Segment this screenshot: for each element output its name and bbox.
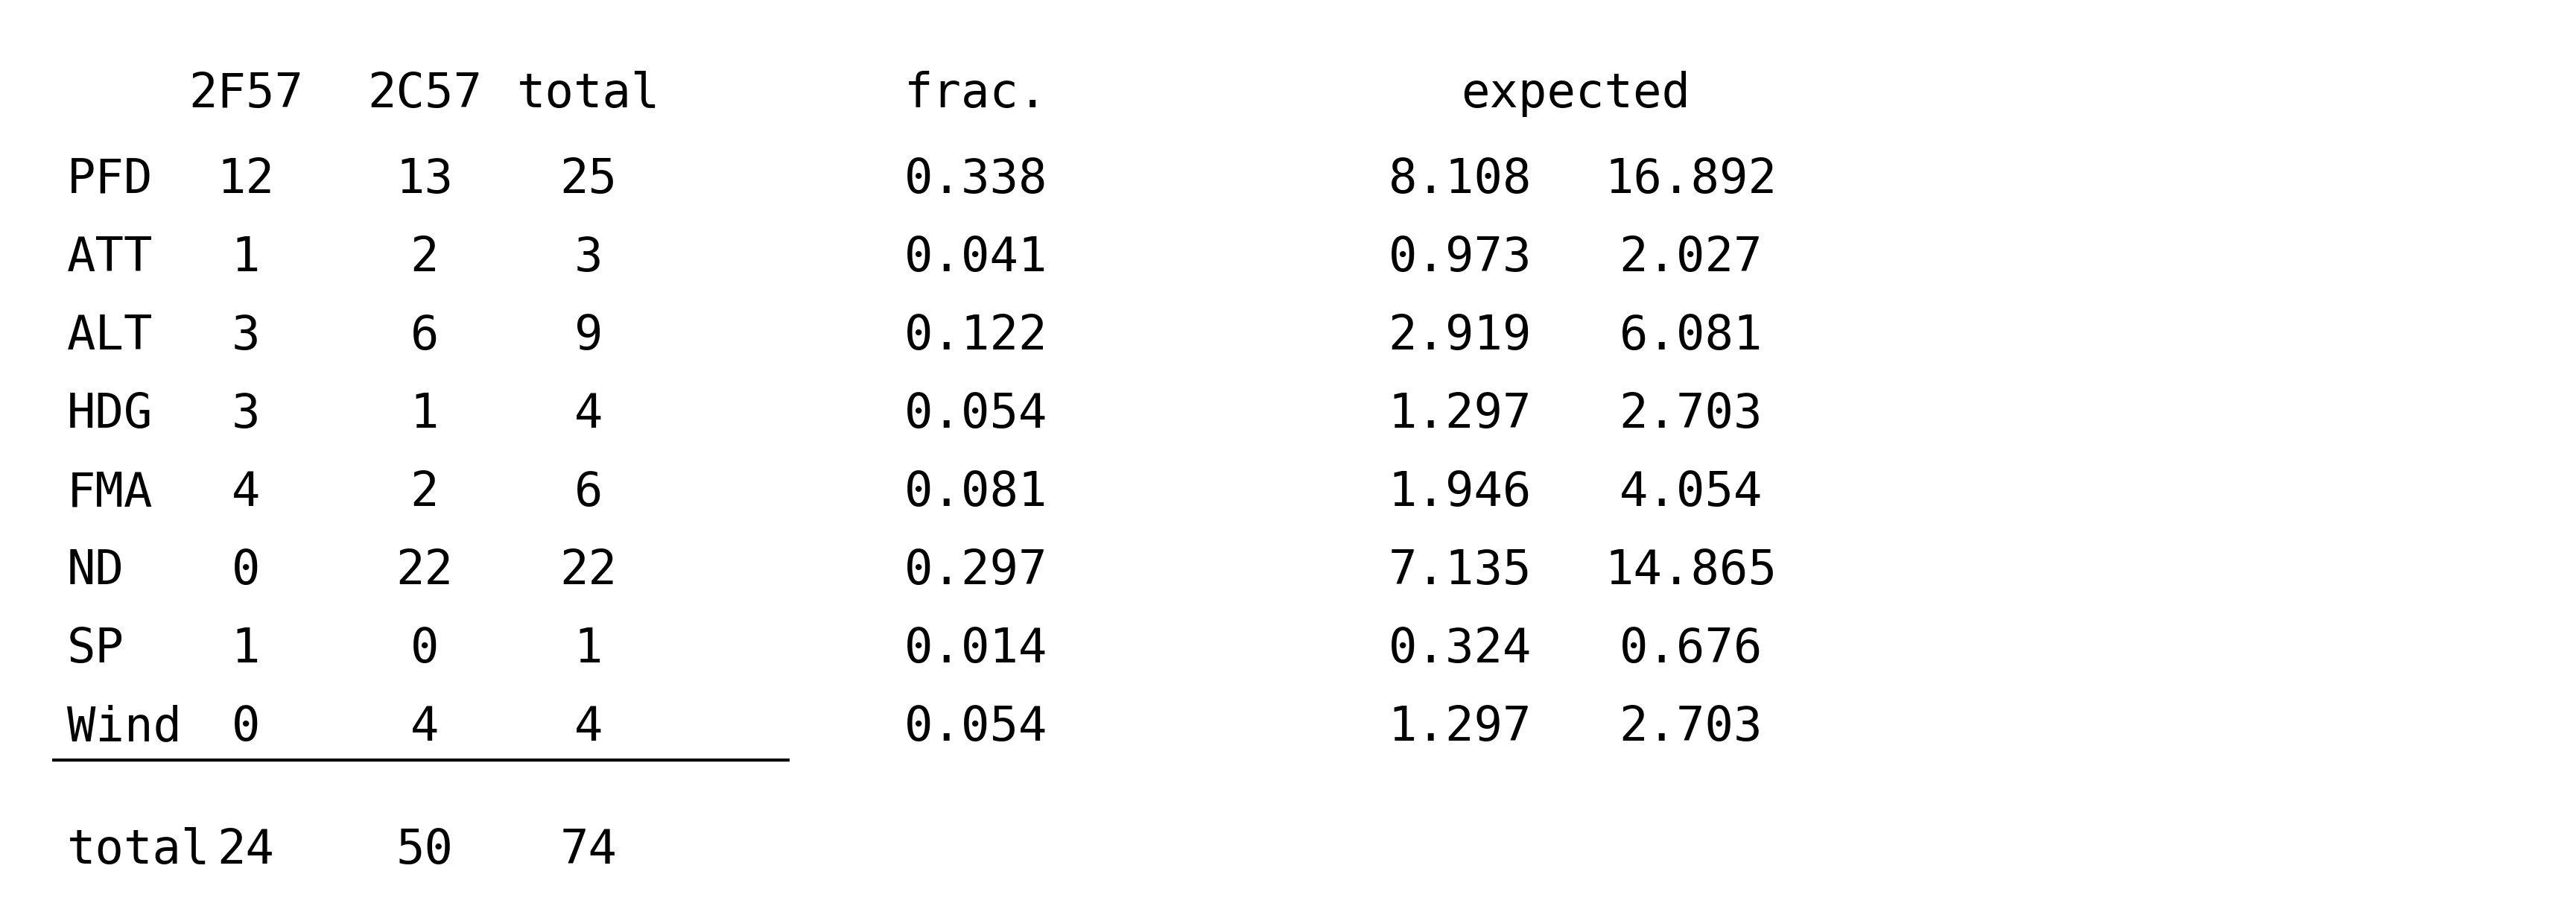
Text: FMA: FMA [67, 470, 152, 516]
Text: 0.338: 0.338 [904, 157, 1048, 203]
Text: 0.041: 0.041 [904, 235, 1048, 281]
Text: 50: 50 [397, 827, 453, 873]
Text: 0.122: 0.122 [904, 313, 1048, 359]
Text: frac.: frac. [904, 71, 1048, 117]
Text: 0.973: 0.973 [1388, 235, 1533, 281]
Text: expected: expected [1461, 71, 1690, 117]
Text: 1.946: 1.946 [1388, 470, 1533, 516]
Text: ALT: ALT [67, 313, 152, 359]
Text: 24: 24 [216, 827, 276, 873]
Text: 2: 2 [410, 470, 438, 516]
Text: 2.919: 2.919 [1388, 313, 1533, 359]
Text: 16.892: 16.892 [1605, 157, 1777, 203]
Text: 1.297: 1.297 [1388, 705, 1533, 751]
Text: 0: 0 [232, 548, 260, 594]
Text: 0.054: 0.054 [904, 391, 1048, 437]
Text: 1: 1 [232, 626, 260, 672]
Text: 8.108: 8.108 [1388, 157, 1533, 203]
Text: 13: 13 [397, 157, 453, 203]
Text: 4: 4 [232, 470, 260, 516]
Text: 1: 1 [232, 235, 260, 281]
Text: 1.297: 1.297 [1388, 391, 1533, 437]
Text: 9: 9 [574, 313, 603, 359]
Text: 25: 25 [559, 157, 618, 203]
Text: 2F57: 2F57 [188, 71, 304, 117]
Text: 74: 74 [559, 827, 618, 873]
Text: 0.081: 0.081 [904, 470, 1048, 516]
Text: 14.865: 14.865 [1605, 548, 1777, 594]
Text: HDG: HDG [67, 391, 152, 437]
Text: total: total [518, 71, 659, 117]
Text: 2.703: 2.703 [1620, 391, 1762, 437]
Text: 22: 22 [397, 548, 453, 594]
Text: 4: 4 [410, 705, 438, 751]
Text: 2: 2 [410, 235, 438, 281]
Text: 2.027: 2.027 [1620, 235, 1762, 281]
Text: 2C57: 2C57 [368, 71, 482, 117]
Text: total: total [67, 827, 211, 873]
Text: 22: 22 [559, 548, 618, 594]
Text: 0: 0 [232, 705, 260, 751]
Text: 1: 1 [410, 391, 438, 437]
Text: 0.676: 0.676 [1620, 626, 1762, 672]
Text: 6.081: 6.081 [1620, 313, 1762, 359]
Text: SP: SP [67, 626, 124, 672]
Text: 1: 1 [574, 626, 603, 672]
Text: 3: 3 [574, 235, 603, 281]
Text: 12: 12 [216, 157, 276, 203]
Text: 0.297: 0.297 [904, 548, 1048, 594]
Text: 2.703: 2.703 [1620, 705, 1762, 751]
Text: 0.324: 0.324 [1388, 626, 1533, 672]
Text: 3: 3 [232, 391, 260, 437]
Text: 4.054: 4.054 [1620, 470, 1762, 516]
Text: 6: 6 [574, 470, 603, 516]
Text: 7.135: 7.135 [1388, 548, 1533, 594]
Text: 6: 6 [410, 313, 438, 359]
Text: 4: 4 [574, 705, 603, 751]
Text: 0: 0 [410, 626, 438, 672]
Text: 0.054: 0.054 [904, 705, 1048, 751]
Text: Wind: Wind [67, 705, 183, 751]
Text: ND: ND [67, 548, 124, 594]
Text: 4: 4 [574, 391, 603, 437]
Text: ATT: ATT [67, 235, 152, 281]
Text: PFD: PFD [67, 157, 152, 203]
Text: 0.014: 0.014 [904, 626, 1048, 672]
Text: 3: 3 [232, 313, 260, 359]
